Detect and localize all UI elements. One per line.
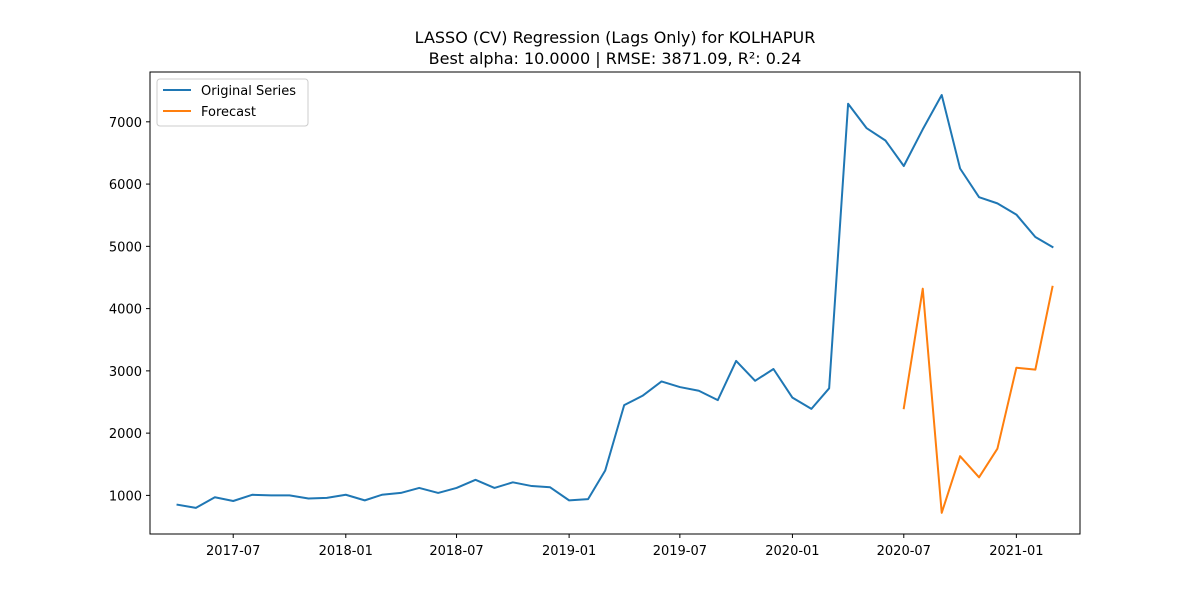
x-tick-label: 2020-07	[877, 544, 931, 559]
x-tick-label: 2019-01	[542, 544, 596, 559]
plot-frame	[149, 71, 1081, 535]
y-tick-label: 4000	[109, 303, 142, 318]
y-tick-label: 1000	[109, 489, 142, 504]
series-layer	[176, 94, 1054, 514]
x-tick-label: 2018-07	[429, 544, 483, 559]
x-tick-label: 2021-01	[989, 544, 1043, 559]
x-tick-label: 2017-07	[206, 544, 260, 559]
series-line-original	[176, 94, 1054, 509]
y-tick-label: 2000	[109, 427, 142, 442]
legend: Original Series Forecast	[156, 78, 309, 127]
y-tick-label: 6000	[109, 178, 142, 193]
legend-label-forecast: Forecast	[201, 105, 256, 120]
x-tick-label: 2018-01	[319, 544, 373, 559]
y-tick-label: 5000	[109, 240, 142, 255]
y-axis: 1000 2000 3000 4000 5000 6000 7000	[109, 116, 150, 504]
legend-label-original: Original Series	[201, 84, 296, 99]
series-line-forecast	[902, 285, 1054, 514]
x-axis: 2017-07 2018-01 2018-07 2019-01 2019-07 2020-…	[206, 534, 1044, 559]
x-tick-label: 2019-07	[653, 544, 707, 559]
y-tick-label: 7000	[109, 116, 142, 131]
legend-box	[156, 78, 309, 127]
chart-subtitle: Best alpha: 10.0000 | RMSE: 3871.09, R²:…	[429, 49, 802, 68]
chart-title: LASSO (CV) Regression (Lags Only) for KO…	[415, 28, 816, 47]
x-tick-label: 2020-01	[765, 544, 819, 559]
y-tick-label: 3000	[109, 365, 142, 380]
